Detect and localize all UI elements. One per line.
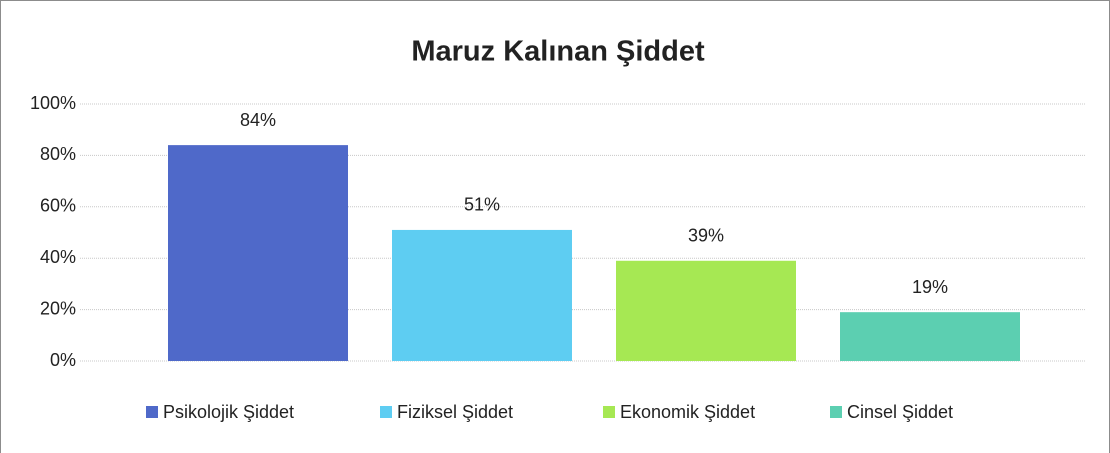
y-tick-label: 20% [40,298,76,318]
bar [168,145,348,361]
legend-label: Cinsel Şiddet [847,402,953,422]
data-label: 19% [912,277,948,297]
legend-label: Fiziksel Şiddet [397,402,513,422]
y-tick-label: 100% [30,93,76,113]
bar [616,260,796,361]
bar [392,229,572,361]
legend-swatch [603,406,615,418]
y-tick-label: 60% [40,196,76,216]
y-tick-label: 40% [40,247,76,267]
data-label: 84% [240,110,276,130]
y-tick-label: 0% [50,350,76,370]
y-tick-label: 80% [40,144,76,164]
legend-swatch [146,406,158,418]
data-label: 51% [464,195,500,215]
legend-swatch [830,406,842,418]
legend-swatch [380,406,392,418]
chart-title: Maruz Kalınan Şiddet [411,36,705,68]
legend-label: Psikolojik Şiddet [163,402,294,422]
data-label: 39% [688,226,724,246]
bar [840,312,1020,361]
legend-label: Ekonomik Şiddet [620,402,755,422]
